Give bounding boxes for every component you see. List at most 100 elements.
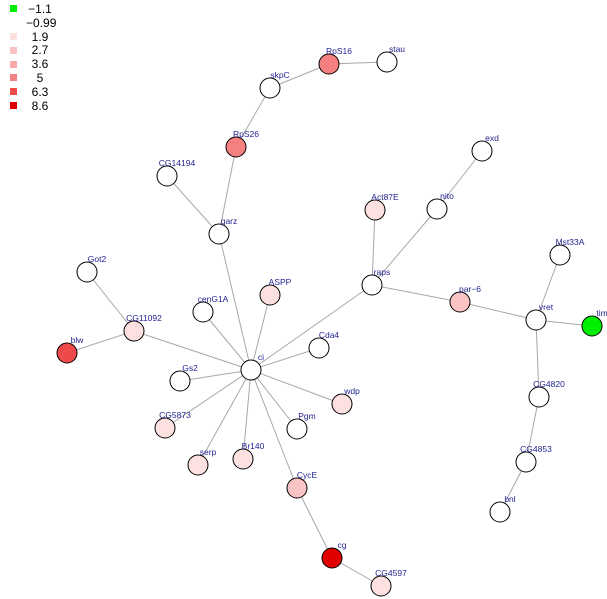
edge-CycE-cg — [296, 487, 333, 559]
node-circle[interactable] — [376, 51, 398, 73]
node-circle[interactable] — [449, 291, 471, 313]
edge-ci-cenG1A — [202, 311, 252, 371]
node-circle[interactable] — [259, 77, 281, 99]
node-label: CycE — [297, 470, 318, 480]
node-par-6[interactable]: par−6 — [449, 284, 481, 313]
node-CG4597[interactable]: CG4597 — [370, 568, 407, 597]
node-circle[interactable] — [187, 454, 209, 476]
node-ASPP[interactable]: ASPP — [259, 277, 292, 306]
node-circle[interactable] — [76, 261, 98, 283]
node-circle[interactable] — [123, 320, 145, 342]
node-vret[interactable]: vret — [525, 302, 554, 331]
node-exd[interactable]: exd — [471, 133, 499, 162]
node-circle[interactable] — [515, 451, 537, 473]
node-Act87E[interactable]: Act87E — [364, 192, 399, 221]
node-Cda4[interactable]: Cda4 — [308, 330, 340, 359]
node-wdp[interactable]: wdp — [331, 386, 360, 415]
node-circle[interactable] — [426, 198, 448, 220]
node-circle[interactable] — [192, 301, 214, 323]
node-circle[interactable] — [549, 244, 571, 266]
legend-item: 6.3 — [10, 84, 54, 100]
legend-item: 1.9 — [10, 29, 54, 45]
node-circle[interactable] — [321, 547, 343, 569]
node-circle[interactable] — [528, 386, 550, 408]
legend-item: −1.1 — [10, 2, 54, 17]
node-Br140[interactable]: Br140 — [232, 441, 265, 470]
node-circle[interactable] — [581, 315, 603, 337]
node-CG4853[interactable]: CG4853 — [515, 444, 552, 473]
edge-garz-RpS26 — [218, 146, 237, 235]
node-ci[interactable]: ci — [240, 352, 264, 381]
node-label: bnl — [504, 494, 515, 504]
node-RpS26[interactable]: RpS26 — [225, 129, 259, 158]
node-Got2[interactable]: Got2 — [76, 254, 107, 283]
node-CycE[interactable]: CycE — [286, 470, 318, 499]
edge-par-6-vret — [459, 301, 537, 321]
legend-swatch — [10, 74, 17, 82]
edge-CG4820-CG4853 — [525, 396, 540, 463]
node-circle[interactable] — [232, 448, 254, 470]
node-cenG1A[interactable]: cenG1A — [192, 294, 229, 323]
legend-label: 6.3 — [31, 84, 49, 99]
node-CG14194[interactable]: CG14194 — [156, 158, 195, 187]
node-label: ASPP — [269, 277, 292, 287]
node-bnl[interactable]: bnl — [489, 494, 516, 523]
node-circle[interactable] — [208, 223, 230, 245]
edge-ci-CycE — [250, 369, 298, 489]
node-label: Cda4 — [319, 330, 340, 340]
legend-swatch — [10, 101, 17, 109]
node-circle[interactable] — [318, 53, 340, 75]
node-Pgm[interactable]: Pgm — [286, 411, 316, 440]
node-label: RpS16 — [326, 46, 352, 56]
legend-swatch — [10, 60, 17, 68]
node-nito[interactable]: nito — [426, 191, 454, 220]
node-label: blw — [71, 335, 85, 345]
legend-label: −0.99 — [26, 15, 57, 30]
node-circle[interactable] — [361, 274, 383, 296]
node-raps[interactable]: raps — [361, 267, 390, 296]
node-circle[interactable] — [56, 342, 78, 364]
node-label: Br140 — [242, 441, 265, 451]
node-stau[interactable]: stau — [376, 44, 405, 73]
edge-ci-wdp — [250, 369, 343, 405]
edge-ci-CG11092 — [133, 330, 252, 371]
node-label: Got2 — [88, 254, 107, 264]
node-RpS16[interactable]: RpS16 — [318, 46, 352, 75]
node-label: skpC — [270, 70, 289, 80]
node-Mst33A[interactable]: Mst33A — [549, 237, 585, 266]
node-CG11092[interactable]: CG11092 — [123, 313, 162, 342]
node-tim[interactable]: tim — [581, 308, 607, 337]
legend-label: 1.9 — [31, 29, 49, 44]
node-circle[interactable] — [154, 417, 176, 439]
node-garz[interactable]: garz — [208, 216, 237, 245]
edge-ci-Cda4 — [250, 347, 320, 371]
legend: −1.1 −0.99 1.9 2.7 3.6 5 6.3 8.6 — [10, 2, 57, 113]
legend-item: −0.99 — [10, 15, 57, 31]
edge-layer — [66, 61, 593, 587]
node-circle[interactable] — [240, 359, 262, 381]
node-circle[interactable] — [156, 165, 178, 187]
node-circle[interactable] — [225, 136, 247, 158]
legend-swatch — [10, 88, 17, 96]
node-circle[interactable] — [259, 284, 281, 306]
node-circle[interactable] — [364, 199, 386, 221]
node-circle[interactable] — [471, 140, 493, 162]
node-CG5873[interactable]: CG5873 — [154, 410, 191, 439]
node-Gs2[interactable]: Gs2 — [169, 363, 198, 392]
node-circle[interactable] — [169, 370, 191, 392]
edge-vret-Mst33A — [535, 254, 561, 321]
node-circle[interactable] — [370, 575, 392, 597]
node-serp[interactable]: serp — [187, 447, 217, 476]
node-label: CG5873 — [159, 410, 191, 420]
node-CG4820[interactable]: CG4820 — [528, 379, 565, 408]
node-circle[interactable] — [331, 393, 353, 415]
node-circle[interactable] — [489, 501, 511, 523]
node-cg[interactable]: cg — [321, 540, 347, 569]
node-circle[interactable] — [308, 337, 330, 359]
node-circle[interactable] — [525, 309, 547, 331]
node-skpC[interactable]: skpC — [259, 70, 290, 99]
node-blw[interactable]: blw — [56, 335, 85, 364]
node-circle[interactable] — [286, 477, 308, 499]
node-circle[interactable] — [286, 418, 308, 440]
